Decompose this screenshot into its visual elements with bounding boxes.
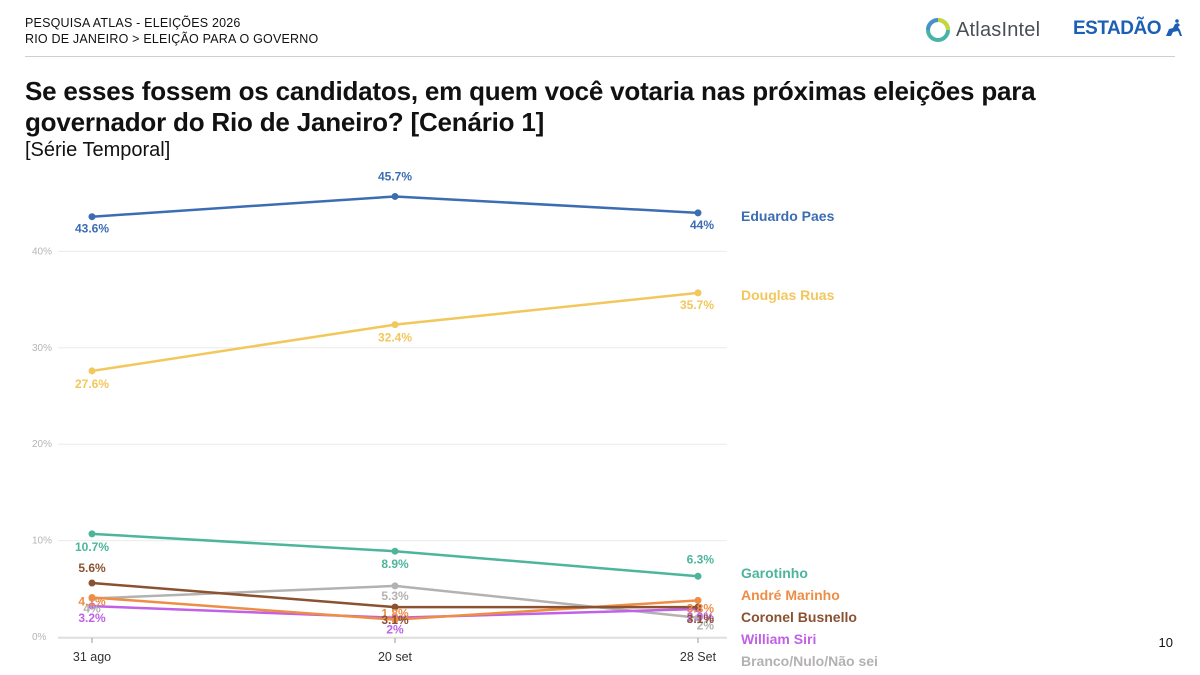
- horse-rider-icon: [1165, 19, 1182, 36]
- estadao-logo-text: ESTADÃO: [1073, 18, 1161, 39]
- atlasintel-logo: AtlasIntel: [926, 18, 1040, 42]
- estadao-logo: ESTADÃO: [1073, 18, 1185, 40]
- series-label: André Marinho: [741, 587, 840, 603]
- x-tick-label: 28 Set: [680, 650, 717, 664]
- series-label: Garotinho: [741, 565, 808, 581]
- data-label: 27.6%: [75, 377, 109, 391]
- y-tick-label: 10%: [32, 536, 52, 547]
- data-point: [88, 602, 96, 610]
- data-label: 6.3%: [687, 552, 715, 566]
- series-label: William Siri: [741, 631, 816, 647]
- survey-breadcrumb: RIO DE JANEIRO > ELEIÇÃO PARA O GOVERNO: [25, 32, 319, 46]
- data-label: 2%: [697, 619, 715, 633]
- series-label: Douglas Ruas: [741, 287, 835, 303]
- data-label: 3.8%: [687, 601, 715, 615]
- series-label: Branco/Nulo/Não sei: [741, 653, 878, 669]
- page-number: 10: [1158, 635, 1173, 650]
- data-point: [694, 289, 702, 297]
- x-tick-label: 20 set: [378, 650, 413, 664]
- data-point: [694, 596, 702, 604]
- series-label: Coronel Busnello: [741, 609, 857, 625]
- header-divider: [25, 56, 1175, 57]
- atlasintel-logo-text: AtlasIntel: [956, 18, 1041, 41]
- data-point: [88, 593, 96, 601]
- data-label: 3.1%: [687, 612, 715, 626]
- data-point: [88, 367, 96, 375]
- data-label: 32.4%: [378, 331, 412, 345]
- data-point: [391, 582, 399, 590]
- data-point: [391, 321, 399, 329]
- data-label: 45.7%: [378, 169, 412, 183]
- data-label: 5.3%: [381, 589, 409, 603]
- chart-title: Se esses fossem os candidatos, em quem v…: [25, 76, 1036, 137]
- series-label: Eduardo Paes: [741, 208, 835, 224]
- data-point: [391, 603, 399, 611]
- data-label: 2%: [386, 623, 404, 637]
- data-point: [391, 192, 399, 200]
- data-point: [694, 603, 702, 611]
- data-label: 1.8%: [381, 607, 409, 621]
- data-point: [694, 614, 702, 622]
- data-label: 2.9%: [687, 610, 715, 624]
- data-point: [88, 213, 96, 221]
- x-tick-label: 31 ago: [73, 650, 111, 664]
- data-label: 5.6%: [78, 561, 106, 575]
- y-tick-label: 20%: [32, 439, 52, 450]
- chart-subtitle: [Série Temporal]: [25, 139, 171, 161]
- data-point: [391, 616, 399, 624]
- data-point: [694, 572, 702, 580]
- y-tick-label: 40%: [32, 246, 52, 257]
- survey-title: PESQUISA ATLAS - ELEIÇÕES 2026: [25, 16, 241, 30]
- data-label: 3.1%: [381, 613, 409, 627]
- data-label: 44%: [690, 218, 714, 232]
- data-point: [88, 579, 96, 587]
- y-tick-label: 0%: [32, 632, 47, 643]
- data-point: [694, 209, 702, 217]
- data-label: 4%: [83, 601, 101, 615]
- data-label: 43.6%: [75, 222, 109, 236]
- data-point: [391, 547, 399, 555]
- data-label: 35.7%: [680, 298, 714, 312]
- data-label: 10.7%: [75, 540, 109, 554]
- data-label: 8.9%: [381, 557, 409, 571]
- data-point: [88, 530, 96, 538]
- data-label: 4.1%: [78, 594, 106, 608]
- y-tick-label: 30%: [32, 343, 52, 354]
- data-label: 3.2%: [78, 611, 106, 625]
- atlasintel-logo-icon: [926, 18, 950, 42]
